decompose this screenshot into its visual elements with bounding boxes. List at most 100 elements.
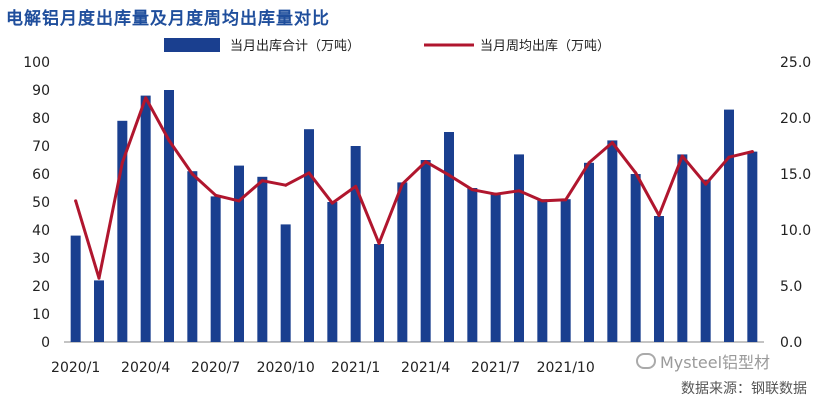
bar xyxy=(537,199,548,342)
bar xyxy=(584,162,594,342)
line-point xyxy=(610,141,614,145)
line-point xyxy=(167,138,171,142)
bar xyxy=(747,151,758,342)
line-point xyxy=(284,183,288,187)
x-tick-label: 2021/7 xyxy=(471,360,520,376)
line-point xyxy=(750,150,754,154)
left-y-tick-label: 50 xyxy=(32,195,50,211)
bar xyxy=(280,224,291,342)
line-point xyxy=(260,179,264,183)
line-point xyxy=(517,189,521,193)
chart-title: 电解铝月度出库量及月度周均出库量对比 xyxy=(6,9,330,29)
line-point xyxy=(120,161,124,165)
bar xyxy=(187,171,198,342)
line-point xyxy=(377,241,381,245)
line-point xyxy=(587,161,591,165)
right-y-tick-label: 15.0 xyxy=(780,167,811,183)
legend-bar-label: 当月出库合计（万吨） xyxy=(230,38,360,54)
right-y-axis: 0.0 5.0 10.0 15.0 20.0 25.0 xyxy=(780,55,811,351)
bar xyxy=(350,146,361,342)
bar xyxy=(724,109,734,342)
line-point xyxy=(354,184,358,188)
line-point xyxy=(657,213,661,217)
bar xyxy=(327,202,338,342)
line-point xyxy=(704,182,708,186)
bar xyxy=(164,90,174,342)
x-tick-label: 2020/7 xyxy=(191,360,240,376)
line-point xyxy=(634,171,638,175)
line-point xyxy=(330,201,334,205)
bar xyxy=(94,280,104,342)
line-point xyxy=(564,198,568,202)
wechat-icon xyxy=(636,353,656,369)
bar xyxy=(70,235,81,342)
left-y-tick-label: 60 xyxy=(32,167,50,183)
bar-series xyxy=(70,90,758,342)
x-tick-label: 2020/10 xyxy=(257,360,315,376)
bar xyxy=(700,179,711,342)
bar xyxy=(630,174,641,342)
x-tick-label: 2021/1 xyxy=(331,360,380,376)
line-point xyxy=(144,96,148,100)
line-point xyxy=(447,173,451,177)
left-y-tick-label: 20 xyxy=(32,279,50,295)
right-y-tick-label: 25.0 xyxy=(780,55,811,71)
line-point xyxy=(237,199,241,203)
line-point xyxy=(727,155,731,159)
bar xyxy=(257,176,268,342)
left-y-tick-label: 40 xyxy=(32,223,50,239)
bar xyxy=(117,120,128,342)
left-y-tick-label: 80 xyxy=(32,111,50,127)
line-point xyxy=(470,188,474,192)
watermark-text: Mysteel铝型材 xyxy=(660,353,771,372)
left-y-tick-label: 30 xyxy=(32,251,50,267)
bar xyxy=(234,165,244,342)
legend: 当月出库合计（万吨） 当月周均出库（万吨） xyxy=(164,38,610,54)
watermark: Mysteel铝型材 xyxy=(636,349,770,373)
right-y-tick-label: 5.0 xyxy=(780,279,802,295)
line-point xyxy=(214,193,218,197)
left-y-tick-label: 90 xyxy=(32,83,50,99)
bar xyxy=(210,196,221,342)
line-point xyxy=(680,154,684,158)
left-y-tick-label: 70 xyxy=(32,139,50,155)
bar xyxy=(654,216,664,342)
right-y-tick-label: 20.0 xyxy=(780,111,811,127)
source-note: 数据来源：钢联数据 xyxy=(681,381,807,397)
line-point xyxy=(400,182,404,186)
right-y-tick-label: 10.0 xyxy=(780,223,811,239)
bar xyxy=(607,140,618,342)
left-y-tick-label: 0 xyxy=(41,335,50,351)
left-y-axis: 0 10 20 30 40 50 60 70 80 90 100 xyxy=(23,55,50,351)
line-point xyxy=(540,199,544,203)
x-tick-label: 2021/10 xyxy=(537,360,595,376)
line-point xyxy=(424,160,428,164)
bar xyxy=(420,160,431,342)
line-point xyxy=(97,276,101,280)
x-tick-label: 2020/4 xyxy=(121,360,170,376)
bar xyxy=(397,182,408,342)
bar xyxy=(490,193,501,342)
line-series xyxy=(74,96,754,280)
line-point xyxy=(307,171,311,175)
x-axis: 2020/1 2020/4 2020/7 2020/10 2021/1 2021/4 202… xyxy=(51,360,595,376)
left-y-tick-label: 10 xyxy=(32,307,50,323)
line-point xyxy=(190,172,194,176)
x-tick-label: 2021/4 xyxy=(401,360,450,376)
x-tick-label: 2020/1 xyxy=(51,360,100,376)
line-point xyxy=(74,199,78,203)
bar xyxy=(374,244,384,342)
bar xyxy=(514,154,524,342)
bar xyxy=(677,154,688,342)
legend-bar-swatch xyxy=(164,38,220,52)
bar xyxy=(444,132,454,342)
line-series-group xyxy=(74,96,754,280)
bar xyxy=(140,95,151,342)
right-y-tick-label: 0.0 xyxy=(780,335,802,351)
bar xyxy=(467,188,478,342)
left-y-tick-label: 100 xyxy=(23,55,50,71)
legend-line-label: 当月周均出库（万吨） xyxy=(480,38,610,54)
line-point xyxy=(494,192,498,196)
bar xyxy=(304,129,314,342)
